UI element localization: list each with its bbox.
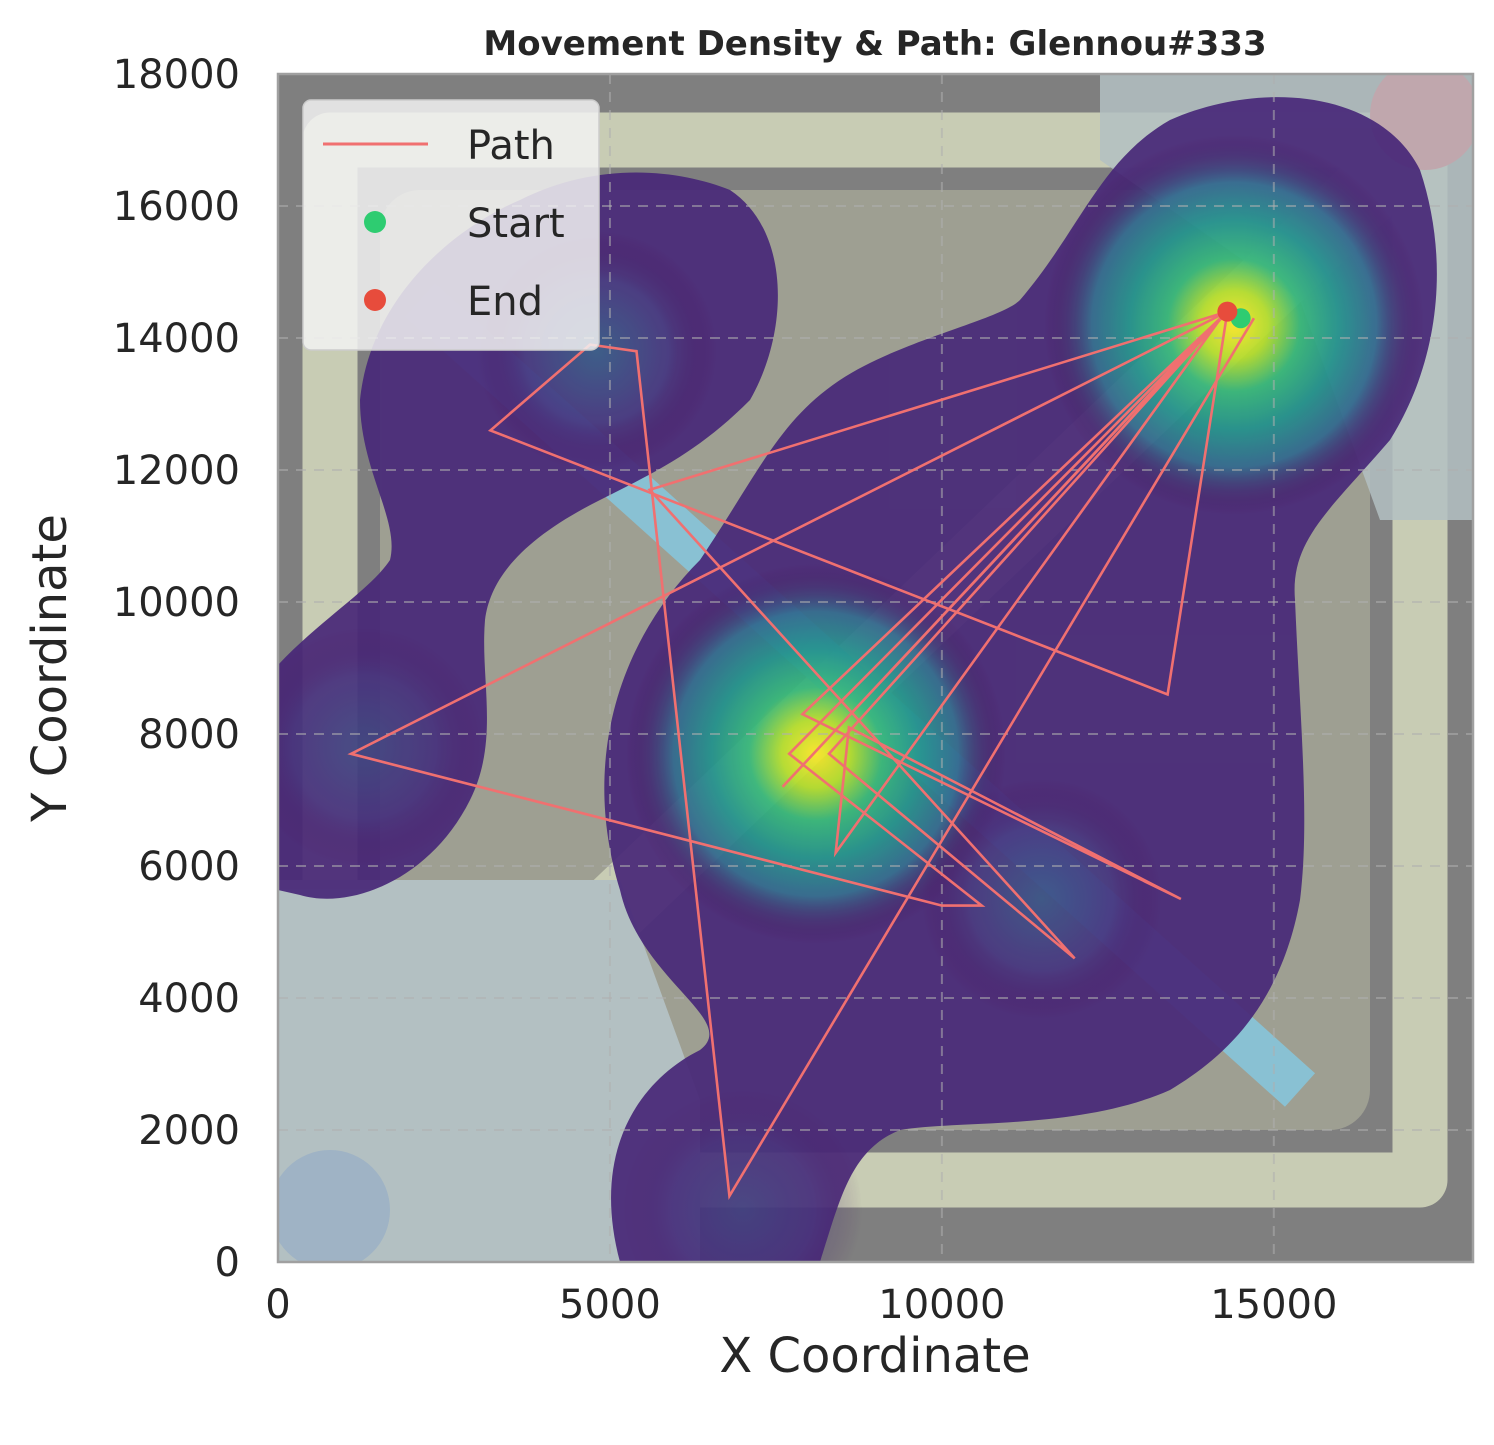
legend-path-label: Path: [467, 123, 555, 169]
x-tick-label: 0: [265, 1282, 290, 1328]
density-peak: [921, 779, 1162, 1019]
y-tick-label: 16000: [113, 184, 240, 230]
chart-title: Movement Density & Path: Glennou#333: [483, 24, 1266, 64]
path-line: [347, 307, 1256, 1200]
legend-end-swatch: [364, 289, 386, 311]
y-tick-label: 2000: [138, 1108, 240, 1154]
legend-start-label: Start: [467, 201, 565, 247]
y-tick-label: 18000: [113, 52, 240, 98]
y-tick-label: 14000: [113, 316, 240, 362]
x-axis: 0 5000 10000 15000: [265, 1282, 1337, 1328]
x-axis-label: X Coordinate: [719, 1328, 1030, 1384]
y-tick-label: 4000: [138, 976, 240, 1022]
y-tick-label: 6000: [138, 844, 240, 890]
y-tick-label: 10000: [113, 580, 240, 626]
y-tick-label: 0: [215, 1240, 240, 1286]
x-tick-label: 5000: [559, 1282, 661, 1328]
x-tick-label: 10000: [878, 1282, 1005, 1328]
legend-start-swatch: [364, 211, 386, 233]
y-axis-label: Y Coordinate: [22, 514, 78, 823]
y-tick-label: 8000: [138, 712, 240, 758]
legend: Path Start End: [302, 99, 600, 351]
y-tick-label: 12000: [113, 448, 240, 494]
y-axis: 0 2000 4000 6000 8000 10000 12000 14000 16000 180…: [113, 52, 240, 1286]
legend-end-label: End: [467, 279, 543, 325]
end-marker: [1217, 301, 1238, 322]
density-peak: [278, 627, 485, 868]
plot-frame: [276, 72, 1475, 1264]
legend-box: [302, 99, 600, 351]
x-tick-label: 15000: [1210, 1282, 1337, 1328]
